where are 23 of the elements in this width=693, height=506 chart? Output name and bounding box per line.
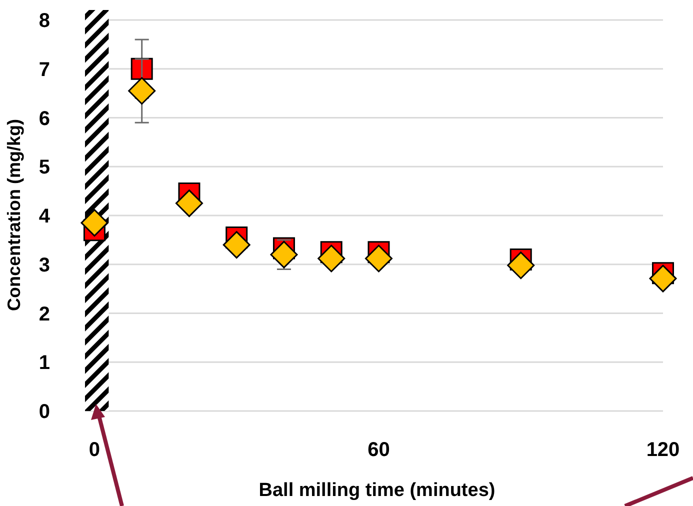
- y-tick-label: 3: [38, 254, 50, 276]
- point: [270, 240, 298, 268]
- y-axis-title: Concentration (mg/kg): [4, 118, 24, 311]
- y-tick-label: 1: [38, 352, 50, 374]
- y-tick-label: 6: [38, 108, 50, 130]
- point: [318, 244, 346, 272]
- point: [222, 231, 250, 259]
- point: [649, 264, 677, 292]
- y-tick-label: 2: [38, 303, 50, 326]
- y-tick-label: 5: [38, 156, 50, 179]
- x-tick-label: 120: [646, 439, 680, 461]
- point: [80, 209, 108, 237]
- point: [364, 244, 392, 272]
- x-axis-title: Ball milling time (minutes): [258, 480, 496, 501]
- point: [507, 252, 535, 280]
- x-tick-label: 0: [88, 439, 100, 461]
- x-tick-label: 60: [368, 439, 390, 461]
- y-tick-label: 8: [38, 10, 50, 32]
- point: [128, 77, 156, 105]
- y-tick-label: 4: [38, 206, 51, 228]
- y-tick-label: 7: [38, 58, 50, 81]
- point: [175, 190, 203, 218]
- y-tick-label: 0: [38, 401, 50, 423]
